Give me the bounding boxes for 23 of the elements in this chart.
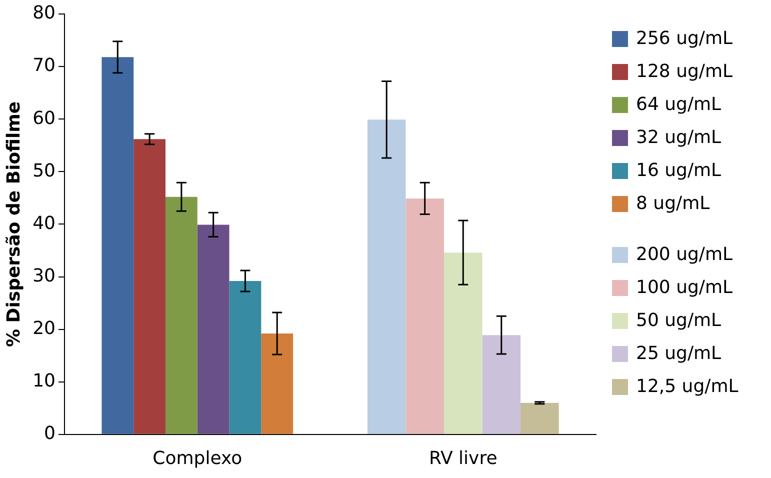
x-tick-label: Complexo [152,448,242,469]
legend-label: 64 ug/mL [636,94,722,115]
legend-label: 100 ug/mL [636,277,733,298]
legend-label: 200 ug/mL [636,244,733,265]
y-tick-label: 0 [44,423,56,444]
y-tick-label: 60 [32,108,56,129]
legend-label: 8 ug/mL [636,193,710,214]
legend-label: 32 ug/mL [636,127,722,148]
y-tick-label: 40 [32,212,56,234]
legend-label: 256 ug/mL [636,28,733,49]
legend-label: 128 ug/mL [636,61,733,82]
legend-label: 50 ug/mL [636,310,722,331]
legend-label: 16 ug/mL [636,160,722,181]
x-tick-label: RV livre [428,448,498,469]
y-axis-title: % Dispersão de Biofilme [3,101,24,348]
y-tick-label: 10 [32,370,56,392]
y-tick-label: 30 [32,265,56,286]
y-tick-label: 20 [32,318,56,339]
y-tick-label: 70 [32,55,56,76]
y-tick-label: 80 [32,2,56,24]
y-tick-label: 50 [32,160,56,182]
legend-label: 25 ug/mL [636,343,722,364]
legend-label: 12,5 ug/mL [636,376,738,397]
